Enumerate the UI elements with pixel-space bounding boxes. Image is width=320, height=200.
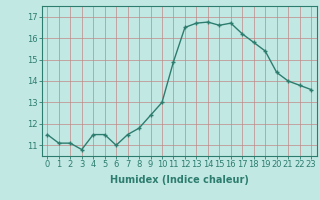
X-axis label: Humidex (Indice chaleur): Humidex (Indice chaleur)	[110, 175, 249, 185]
